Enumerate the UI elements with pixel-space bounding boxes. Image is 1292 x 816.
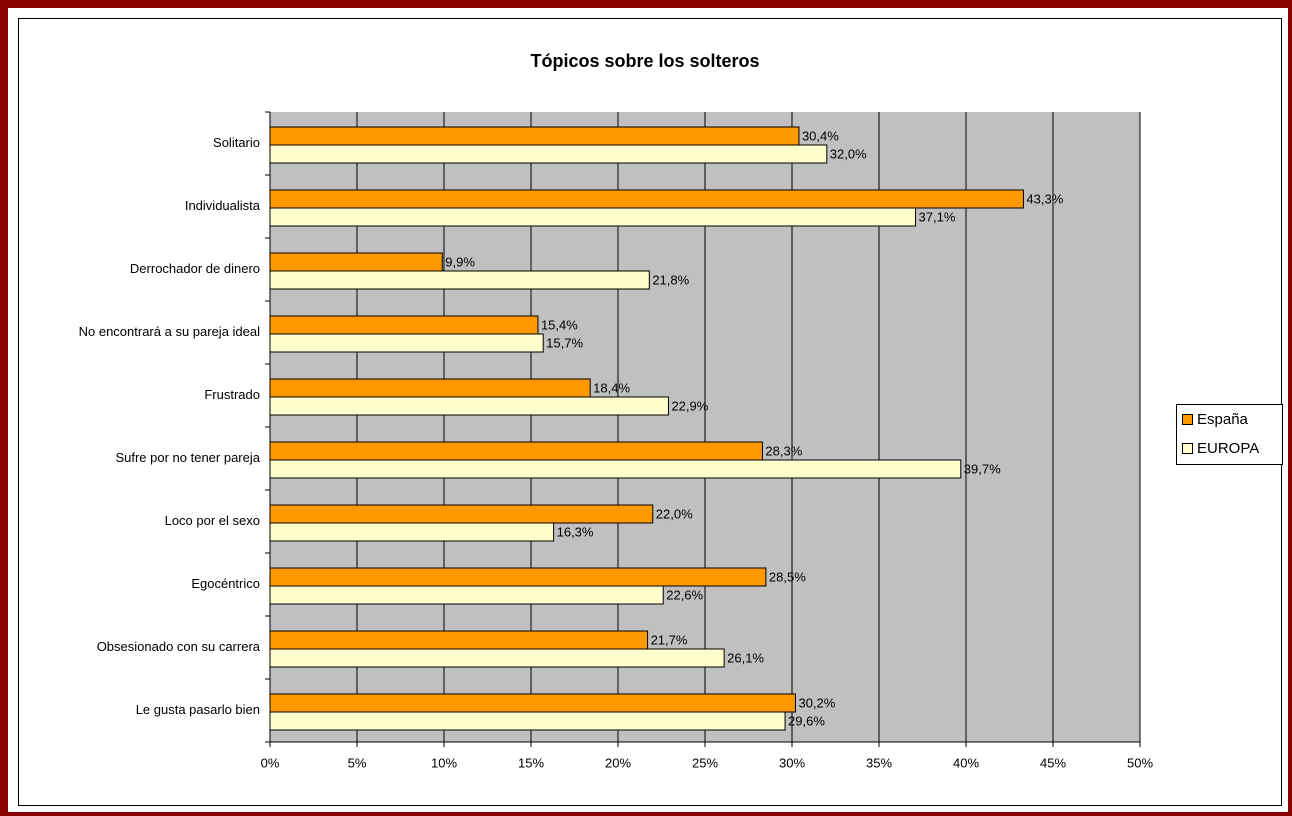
bar [269,585,664,605]
y-tick-label: Frustrado [204,387,260,402]
data-label: 39,7% [964,461,1001,476]
bar [269,378,591,398]
y-tick-label: Le gusta pasarlo bien [136,702,260,717]
data-label: 15,4% [541,317,578,332]
bar [269,441,763,461]
bar [269,207,917,227]
bar [269,396,669,416]
data-label: 30,2% [798,695,835,710]
data-label: 21,7% [651,632,688,647]
bar [269,270,650,290]
x-tick-label: 50% [1127,755,1153,770]
bar [269,189,1024,209]
data-label: 22,6% [666,587,703,602]
y-tick-label: Sufre por no tener pareja [115,450,260,465]
bar [269,630,649,650]
bar [269,252,443,272]
data-label: 22,0% [656,506,693,521]
legend-label: EUROPA [1197,440,1259,457]
legend-swatch [1182,443,1193,454]
legend-swatch [1182,414,1193,425]
y-tick-label: Solitario [213,135,260,150]
bar [269,522,555,542]
x-tick-label: 45% [1040,755,1066,770]
bar [269,504,654,524]
data-label: 29,6% [788,713,825,728]
data-label: 15,7% [546,335,583,350]
chart-title: Tópicos sobre los solteros [530,51,759,71]
data-label: 22,9% [671,398,708,413]
x-tick-label: 30% [779,755,805,770]
bar [269,315,539,335]
x-tick-label: 10% [431,755,457,770]
bar [269,333,544,353]
y-tick-label: No encontrará a su pareja ideal [79,324,261,339]
x-tick-label: 15% [518,755,544,770]
y-tick-label: Derrochador de dinero [130,261,260,276]
bar [269,711,786,731]
data-label: 26,1% [727,650,764,665]
x-tick-label: 40% [953,755,979,770]
y-tick-label: Obsesionado con su carrera [97,639,261,654]
legend-label: España [1197,411,1249,428]
bar [269,567,767,587]
data-label: 32,0% [830,146,867,161]
data-label: 21,8% [652,272,689,287]
y-tick-label: Loco por el sexo [165,513,260,528]
data-label: 16,3% [557,524,594,539]
data-label: 9,9% [445,254,475,269]
x-tick-label: 0% [261,755,280,770]
data-label: 43,3% [1026,191,1063,206]
data-label: 28,3% [765,443,802,458]
legend [1176,404,1283,465]
x-tick-label: 20% [605,755,631,770]
bar [269,126,800,146]
x-tick-label: 25% [692,755,718,770]
bar [269,459,962,479]
bar [269,648,725,668]
data-label: 18,4% [593,380,630,395]
data-label: 30,4% [802,128,839,143]
y-tick-label: Egocéntrico [191,576,260,591]
bar [269,144,828,164]
x-tick-label: 35% [866,755,892,770]
y-tick-label: Individualista [185,198,261,213]
data-label: 37,1% [919,209,956,224]
x-tick-label: 5% [348,755,367,770]
data-label: 28,5% [769,569,806,584]
bar [269,693,796,713]
